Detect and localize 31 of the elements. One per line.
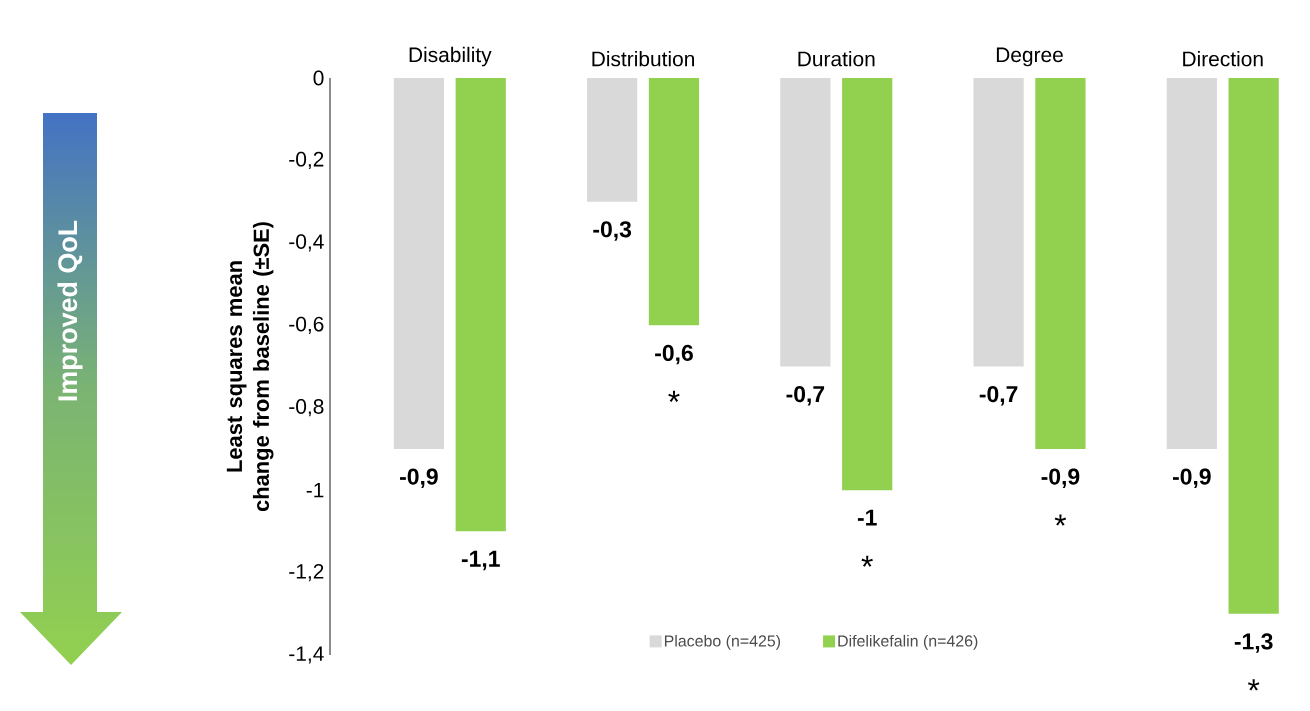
data-label: -0,7 <box>786 386 825 406</box>
data-label: -1,1 <box>461 550 500 571</box>
annotation: * <box>668 390 680 402</box>
x-tick-label: Direction <box>1183 50 1263 67</box>
annotation: * <box>1054 514 1067 526</box>
y-tick-label: -0,8 <box>289 399 324 417</box>
data-label: -0,7 <box>979 386 1018 406</box>
y-axis-title: Least squares mean change from baseline (±SE) <box>226 222 274 512</box>
legend-label: Difelikefalin (n=426) <box>838 634 978 650</box>
annotation: * <box>861 555 873 567</box>
data-label: -1 <box>857 509 877 526</box>
y-tick-label: -1,4 <box>289 646 324 664</box>
data-label: -1,3 <box>1234 633 1273 653</box>
y-tick-label: -0,4 <box>289 234 324 252</box>
y-tick-label: -1,2 <box>289 563 324 582</box>
y-tick-label: -1 <box>306 482 324 498</box>
y-tick-label: -0,6 <box>289 316 324 334</box>
x-tick-label: Distribution <box>592 50 694 67</box>
text: Improved QoL <box>57 220 83 401</box>
data-label: -0,9 <box>400 468 438 488</box>
x-tick-label: Duration <box>798 50 875 67</box>
y-tick-label: -0,2 <box>289 151 324 170</box>
data-label: -0,9 <box>1041 468 1080 488</box>
x-tick-label: Disability <box>409 46 492 67</box>
y-tick-label: 0 <box>313 70 324 86</box>
data-label: -0,3 <box>593 221 632 241</box>
text: * <box>1247 679 1260 691</box>
data-label: -0,9 <box>1172 468 1211 488</box>
legend-label: Placebo (n=425) <box>664 634 781 650</box>
x-tick-label: Degree <box>996 47 1063 67</box>
data-label: -0,6 <box>655 344 693 365</box>
